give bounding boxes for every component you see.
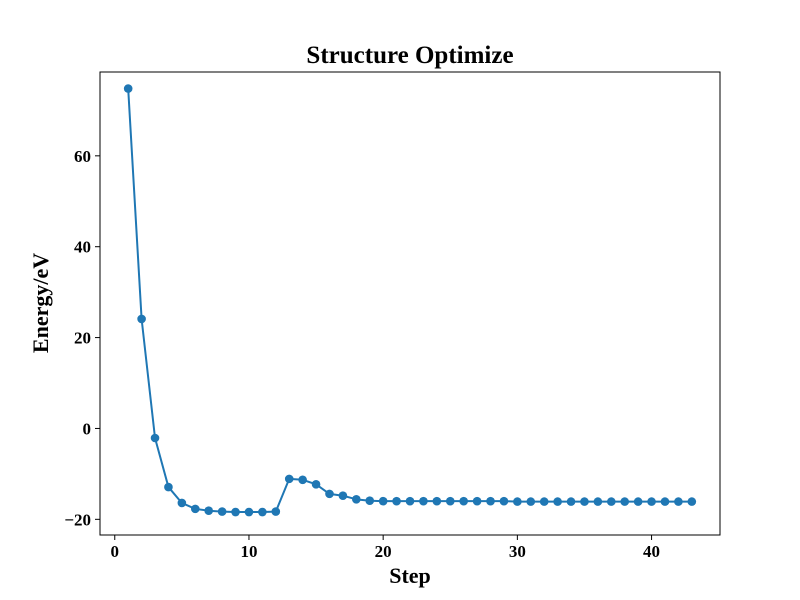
series-line (127, 87, 693, 514)
data-point (539, 497, 549, 506)
data-point (150, 433, 160, 443)
data-point (499, 496, 509, 506)
x-axis: 0 10 20 30 40 (111, 535, 660, 561)
data-point (445, 496, 455, 506)
data-point (459, 496, 468, 506)
y-tick-label: 60 (74, 147, 91, 166)
data-point (352, 495, 361, 504)
data-point (137, 314, 146, 324)
x-tick-label: 0 (111, 542, 120, 561)
data-point (580, 497, 589, 506)
data-point (123, 84, 133, 93)
data-point (674, 497, 683, 506)
data-point (231, 507, 240, 517)
data-point (190, 504, 200, 514)
data-point (164, 482, 173, 492)
data-point (687, 497, 697, 506)
data-point (633, 497, 643, 506)
plot-frame (99, 71, 721, 536)
y-tick-label: 40 (74, 238, 91, 257)
data-point (311, 480, 321, 489)
y-tick-label: 0 (83, 419, 92, 438)
data-point (217, 507, 227, 516)
data-point (378, 496, 388, 506)
data-point (284, 474, 294, 484)
data-point (419, 496, 428, 506)
data-point (566, 497, 576, 506)
y-tick-label: 20 (74, 329, 91, 348)
y-axis: −20 0 20 40 60 (64, 147, 100, 529)
data-point (325, 489, 334, 499)
data-point (258, 507, 267, 517)
data-point (513, 497, 522, 506)
data-point (472, 496, 482, 506)
x-axis-label: Step (389, 563, 431, 588)
data-point (298, 475, 307, 485)
data-point (432, 496, 442, 506)
y-tick-label: −20 (64, 510, 91, 529)
data-point (244, 507, 254, 517)
data-point (526, 497, 536, 506)
data-point (392, 496, 401, 506)
data-point (177, 498, 187, 508)
x-tick-label: 40 (643, 542, 660, 561)
x-tick-label: 30 (509, 542, 526, 561)
data-point (593, 497, 603, 506)
x-tick-label: 20 (375, 542, 392, 561)
data-point (365, 496, 375, 505)
data-point (271, 507, 281, 516)
data-point (647, 497, 656, 506)
chart-title: Structure Optimize (306, 42, 513, 69)
data-point (620, 497, 630, 506)
data-point (606, 497, 616, 506)
data-point (204, 506, 214, 515)
y-axis-label: Energy/eV (28, 253, 53, 353)
x-tick-label: 10 (240, 542, 257, 561)
data-point (553, 497, 562, 506)
plot-layer (123, 84, 697, 517)
data-point (660, 497, 670, 506)
data-point (405, 496, 415, 506)
data-point (338, 491, 348, 500)
data-point (486, 496, 495, 506)
